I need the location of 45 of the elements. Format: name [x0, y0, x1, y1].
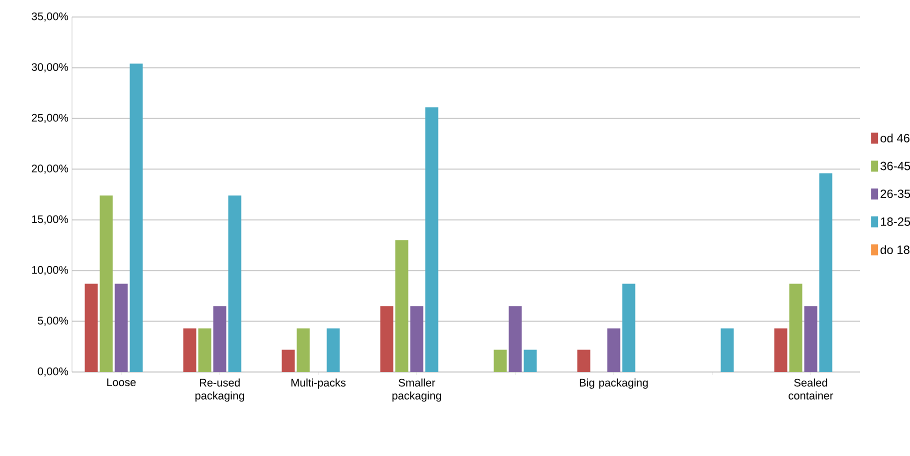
bar — [100, 196, 113, 372]
bar — [380, 306, 394, 372]
bar — [395, 240, 408, 372]
bar — [577, 350, 590, 372]
bar — [494, 350, 507, 372]
bar — [508, 306, 522, 372]
y-tick-label: 0,00% — [38, 367, 68, 377]
legend-label: 18-25 — [880, 217, 910, 226]
bar — [282, 350, 295, 372]
bar — [524, 350, 537, 372]
y-tick-label: 20,00% — [32, 164, 68, 174]
legend-label: do 18 — [880, 245, 910, 254]
bar — [819, 173, 832, 372]
y-tick-label: 5,00% — [38, 316, 68, 326]
y-tick-label: 15,00% — [32, 215, 68, 224]
legend-label: 36-45 — [880, 162, 910, 170]
x-tick-label: Big packaging — [580, 378, 648, 389]
bar — [720, 328, 734, 372]
x-tick-label: Sealed container — [788, 378, 834, 400]
y-tick-label: 30,00% — [32, 63, 68, 72]
bar — [410, 306, 424, 372]
x-tick-label: Smaller packaging — [392, 378, 442, 402]
x-tick-label: Multi-packs — [291, 378, 346, 389]
bar — [198, 328, 212, 372]
bar — [804, 306, 818, 372]
bar — [622, 284, 636, 372]
bar — [296, 328, 310, 372]
bar — [326, 328, 340, 372]
y-tick-label: 25,00% — [32, 114, 68, 123]
bar — [228, 196, 242, 372]
bar — [130, 64, 143, 372]
bar — [789, 284, 802, 372]
x-tick-label: Loose — [107, 378, 136, 386]
bar — [774, 328, 788, 372]
bar — [114, 284, 128, 372]
y-tick-label: 10,00% — [32, 266, 68, 276]
bar — [183, 328, 196, 372]
legend-label: od 46 — [880, 134, 910, 142]
y-tick-label: 35,00% — [32, 12, 68, 22]
bar — [84, 284, 98, 372]
bar — [425, 107, 438, 372]
x-tick-label: Re-used packaging — [195, 378, 244, 402]
bar — [213, 306, 226, 372]
bar — [607, 328, 620, 372]
legend-label: 26-35 — [880, 190, 910, 198]
